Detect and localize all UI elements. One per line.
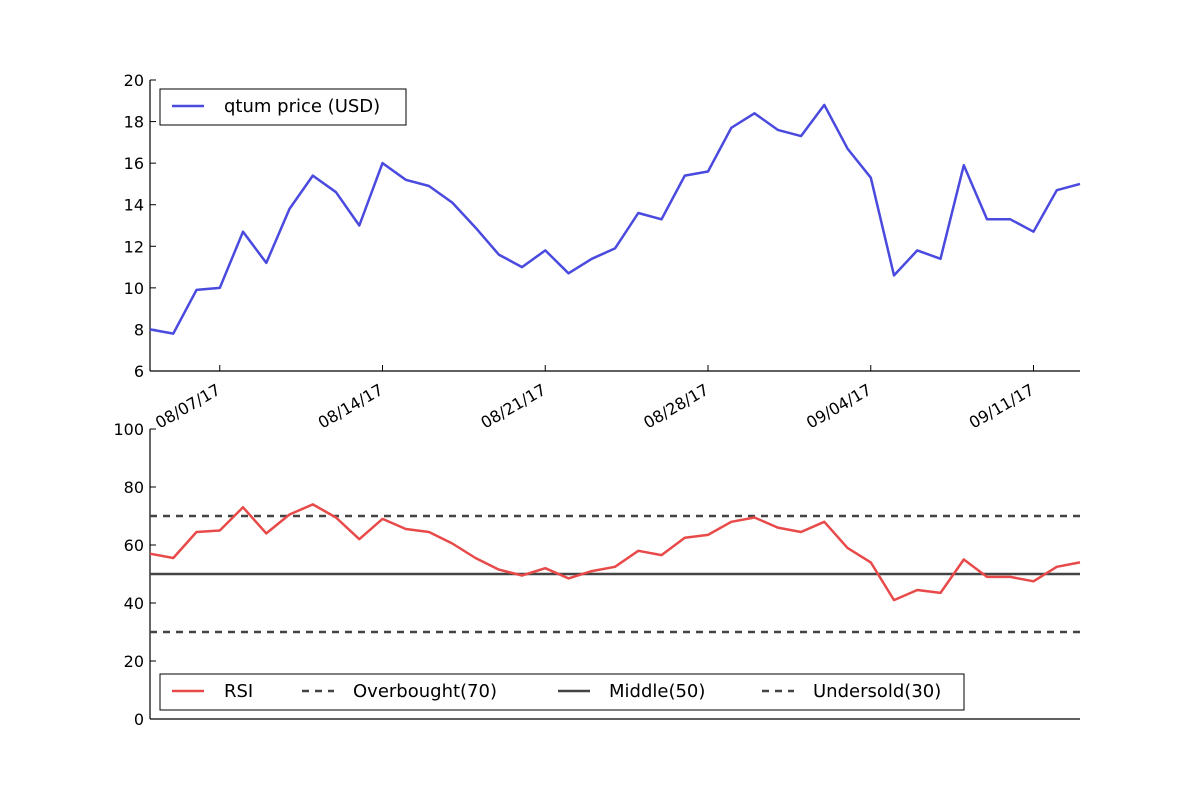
price-y-tick-label: 14: [124, 196, 144, 215]
price-y-tick-label: 20: [124, 71, 144, 90]
price-series-line: [149, 103, 1081, 335]
rsi-panel: 0 20 40 60 80 100 RSI Overbought(70) Middle(5…: [113, 420, 1081, 729]
rsi-series-line: [149, 503, 1081, 602]
price-x-tick-label: 09/11/17: [966, 380, 1038, 432]
price-y-tick-label: 8: [134, 320, 144, 339]
price-y-tick-label: 10: [124, 279, 144, 298]
price-y-tick-label: 6: [134, 362, 144, 381]
price-y-tick-label: 18: [124, 113, 144, 132]
rsi-y-tick-label: 60: [124, 536, 144, 555]
rsi-legend: RSI Overbought(70) Middle(50) Undersold(…: [159, 673, 965, 711]
price-x-tick-label: 08/14/17: [315, 380, 387, 432]
price-x-tick-label: 08/21/17: [478, 380, 550, 432]
rsi-y-tick-label: 0: [134, 710, 144, 729]
legend-price-label: qtum price (USD): [224, 96, 380, 117]
price-x-tick-label: 08/28/17: [640, 380, 712, 432]
rsi-y-tick-label: 20: [124, 652, 144, 671]
price-y-tick-label: 16: [124, 154, 144, 173]
price-x-tick-label: 09/04/17: [803, 380, 875, 432]
legend-rsi-label: RSI: [224, 681, 253, 702]
price-legend: qtum price (USD): [159, 88, 407, 126]
legend-overbought-label: Overbought(70): [353, 681, 497, 702]
legend-middle-label: Middle(50): [609, 681, 705, 702]
legend-undersold-label: Undersold(30): [813, 681, 941, 702]
rsi-y-tick-label: 80: [124, 478, 144, 497]
price-panel: 6 8 10 12 14 16 18 20 08/07/17 08/14/17 08/21/17 0…: [124, 71, 1081, 432]
price-x-tick-label: 08/07/17: [152, 380, 224, 432]
rsi-y-tick-label: 100: [113, 420, 144, 439]
price-y-tick-label: 12: [124, 237, 144, 256]
rsi-y-tick-label: 40: [124, 594, 144, 613]
